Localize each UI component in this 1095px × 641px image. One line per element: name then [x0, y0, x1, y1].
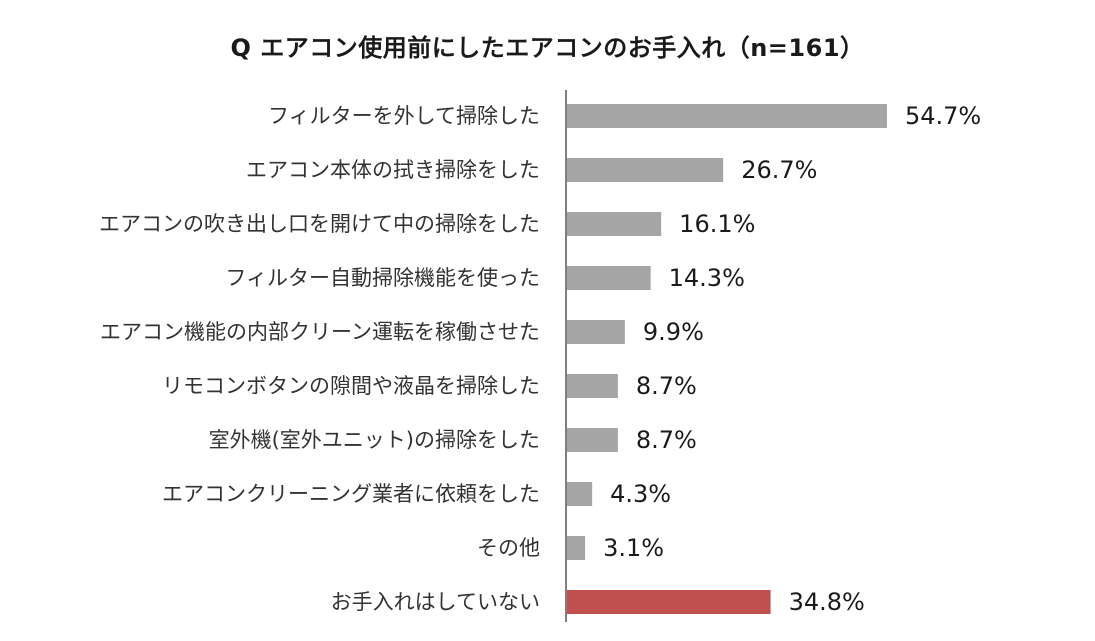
value-label: 3.1%: [603, 534, 664, 562]
category-label: エアコン本体の拭き掃除をした: [246, 158, 540, 182]
category-label: フィルターを外して掃除した: [268, 104, 540, 128]
bar: [567, 482, 593, 506]
category-label: エアコン機能の内部クリーン運転を稼働させた: [100, 320, 540, 344]
bar: [567, 266, 651, 290]
bar: [567, 374, 618, 398]
category-label: 室外機(室外ユニット)の掃除をした: [209, 428, 540, 452]
value-label: 9.9%: [643, 318, 704, 346]
bar: [567, 158, 724, 182]
category-label: お手入れはしていない: [331, 590, 540, 614]
category-label: その他: [477, 536, 540, 560]
value-label: 14.3%: [669, 264, 745, 292]
value-label: 54.7%: [905, 102, 981, 130]
category-label: フィルター自動掃除機能を使った: [225, 266, 540, 290]
value-label: 26.7%: [741, 156, 817, 184]
value-label: 4.3%: [610, 480, 671, 508]
chart-title: Q エアコン使用前にしたエアコンのお手入れ（n=161）: [230, 34, 865, 62]
labels-layer: フィルターを外して掃除した 54.7% エアコン本体の拭き掃除をした 26.7% エアコ…: [99, 102, 981, 616]
category-label: エアコンの吹き出し口を開けて中の掃除をした: [99, 212, 540, 236]
bar: [567, 320, 625, 344]
category-label: エアコンクリーニング業者に依頼をした: [162, 482, 540, 506]
bar: [567, 536, 586, 560]
value-label: 8.7%: [636, 372, 697, 400]
bar: [567, 590, 771, 614]
value-label: 8.7%: [636, 426, 697, 454]
bars-layer: [567, 104, 887, 614]
bar: [567, 212, 662, 236]
bar: [567, 104, 887, 128]
value-label: 34.8%: [789, 588, 865, 616]
bar: [567, 428, 618, 452]
category-label: リモコンボタンの隙間や液晶を掃除した: [162, 374, 540, 398]
value-label: 16.1%: [679, 210, 755, 238]
